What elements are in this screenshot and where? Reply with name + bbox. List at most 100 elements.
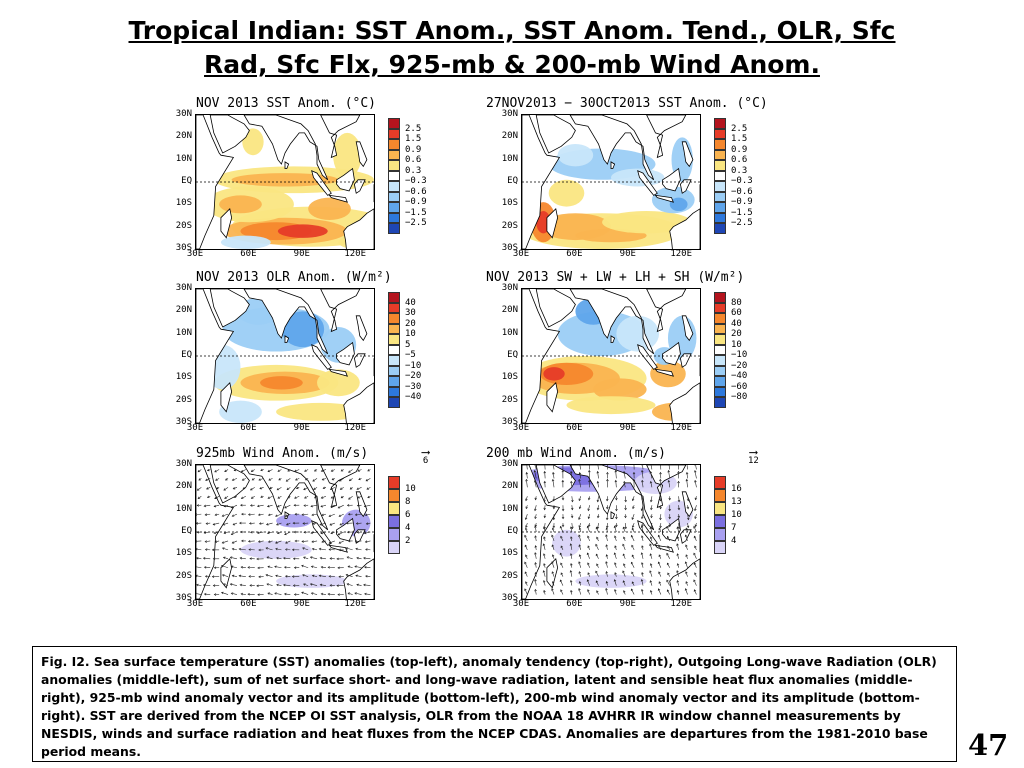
wind-vector-head <box>640 508 644 512</box>
wind-vector-head <box>694 516 697 520</box>
colorbar-tick-label: −30 <box>405 381 422 392</box>
map-svg <box>522 115 700 249</box>
wind-vector-head <box>525 498 528 502</box>
wind-vector-head <box>569 470 573 474</box>
colorbar-swatch <box>714 397 726 408</box>
wind-vector-head <box>329 557 332 560</box>
wind-vector-head <box>630 588 634 592</box>
wind-vector <box>223 531 229 534</box>
coastline <box>535 289 576 328</box>
wind-vector-head <box>211 575 215 578</box>
wind-vector <box>251 469 255 472</box>
slide-title: Tropical Indian: SST Anom., SST Anom. Te… <box>40 14 984 82</box>
anomaly-shading <box>281 311 325 348</box>
wind-vector <box>641 579 644 586</box>
wind-vector <box>632 522 635 528</box>
wind-vector <box>312 575 318 577</box>
wind-vector-head <box>282 583 286 587</box>
coastline <box>355 315 368 342</box>
wind-vector <box>363 584 371 586</box>
longitude-label: 120E <box>344 249 367 259</box>
wind-vector <box>543 570 546 577</box>
wind-vector <box>552 581 555 586</box>
wind-vector <box>355 575 362 577</box>
wind-vector-head <box>229 583 233 586</box>
wind-vector <box>615 465 617 470</box>
wind-vector <box>578 534 582 542</box>
latitude-label: 20S <box>175 220 192 231</box>
wind-vector <box>687 523 689 528</box>
wind-vector-head <box>613 552 617 555</box>
wind-vector <box>231 504 238 508</box>
wind-vector <box>205 478 211 481</box>
wind-vector-head <box>278 478 281 481</box>
wind-vector <box>685 554 688 559</box>
coastline <box>679 179 692 194</box>
wind-vector-head <box>275 547 278 551</box>
wind-vector-head <box>258 575 261 579</box>
wind-vector-head <box>632 478 636 482</box>
wind-vector-head <box>205 478 208 481</box>
wind-vector <box>552 472 555 479</box>
wind-vector-head <box>659 517 662 521</box>
wind-vector <box>641 470 644 479</box>
wind-vector-head <box>614 589 617 592</box>
colorbar-tick-label: −5 <box>405 350 416 360</box>
wind-vector <box>268 540 273 543</box>
wind-vector-head <box>614 545 617 548</box>
wind-vector <box>668 465 671 470</box>
wind-vector <box>632 505 635 509</box>
wind-vector-head <box>356 504 360 507</box>
colorbar-tick-label: −0.9 <box>405 197 427 207</box>
longitude-label: 120E <box>344 599 367 609</box>
wind-vector-head <box>686 517 690 521</box>
wind-vector <box>534 552 537 559</box>
latitude-label: 10S <box>501 198 518 209</box>
wind-vector-head <box>693 552 696 556</box>
wind-vector <box>570 570 573 577</box>
wind-vector-head <box>578 471 582 475</box>
latitude-label: 20N <box>501 481 518 492</box>
wind-vector-head <box>649 570 652 573</box>
olr-anomaly-panel: NOV 2013 OLR Anom. (W/m²) 30N 20N 10N EQ 10S 2… <box>160 270 422 435</box>
wind-vector <box>687 496 689 501</box>
wind-vector-head <box>613 579 617 582</box>
wind-vector-head <box>534 578 537 582</box>
wind-vector <box>320 584 326 586</box>
wind-vector <box>544 505 546 510</box>
wind-vector <box>595 527 599 533</box>
wind-vector-head <box>560 572 563 575</box>
wind-vector <box>695 496 697 500</box>
colorbar-tick-label: 6 <box>405 510 411 520</box>
wind-vector-head <box>340 495 344 499</box>
wind-vector-head <box>534 508 537 512</box>
wind-vector-head <box>269 486 272 490</box>
longitude-label: 30E <box>186 599 204 609</box>
colorbar-swatch <box>714 212 726 223</box>
wind-vector <box>205 513 211 516</box>
wind-vector-head <box>339 523 342 526</box>
wind-vector-head <box>338 575 341 579</box>
wind-vector <box>606 527 608 533</box>
wind-vector-head <box>321 478 325 481</box>
wind-vector <box>302 522 309 524</box>
wind-vector-head <box>222 523 226 526</box>
colorbar-swatch <box>388 528 400 541</box>
coastline <box>328 368 348 377</box>
wind-vector <box>363 557 371 560</box>
wind-vector <box>347 556 353 560</box>
wind-vector-head <box>543 480 547 484</box>
anomaly-shading <box>548 179 585 207</box>
wind-vector <box>310 531 318 534</box>
colorbar-tick-label: −10 <box>731 350 748 360</box>
wind-vector <box>543 536 546 542</box>
wind-vector-head <box>349 487 353 490</box>
wind-vector <box>365 478 371 482</box>
wind-vector-head <box>212 522 216 526</box>
wind-vector-head <box>684 561 688 564</box>
anomaly-shading <box>543 367 565 381</box>
wind-vector <box>693 579 697 586</box>
wind-vector-head <box>337 506 341 509</box>
wind-vector <box>694 505 697 511</box>
wind-vector <box>525 496 528 501</box>
